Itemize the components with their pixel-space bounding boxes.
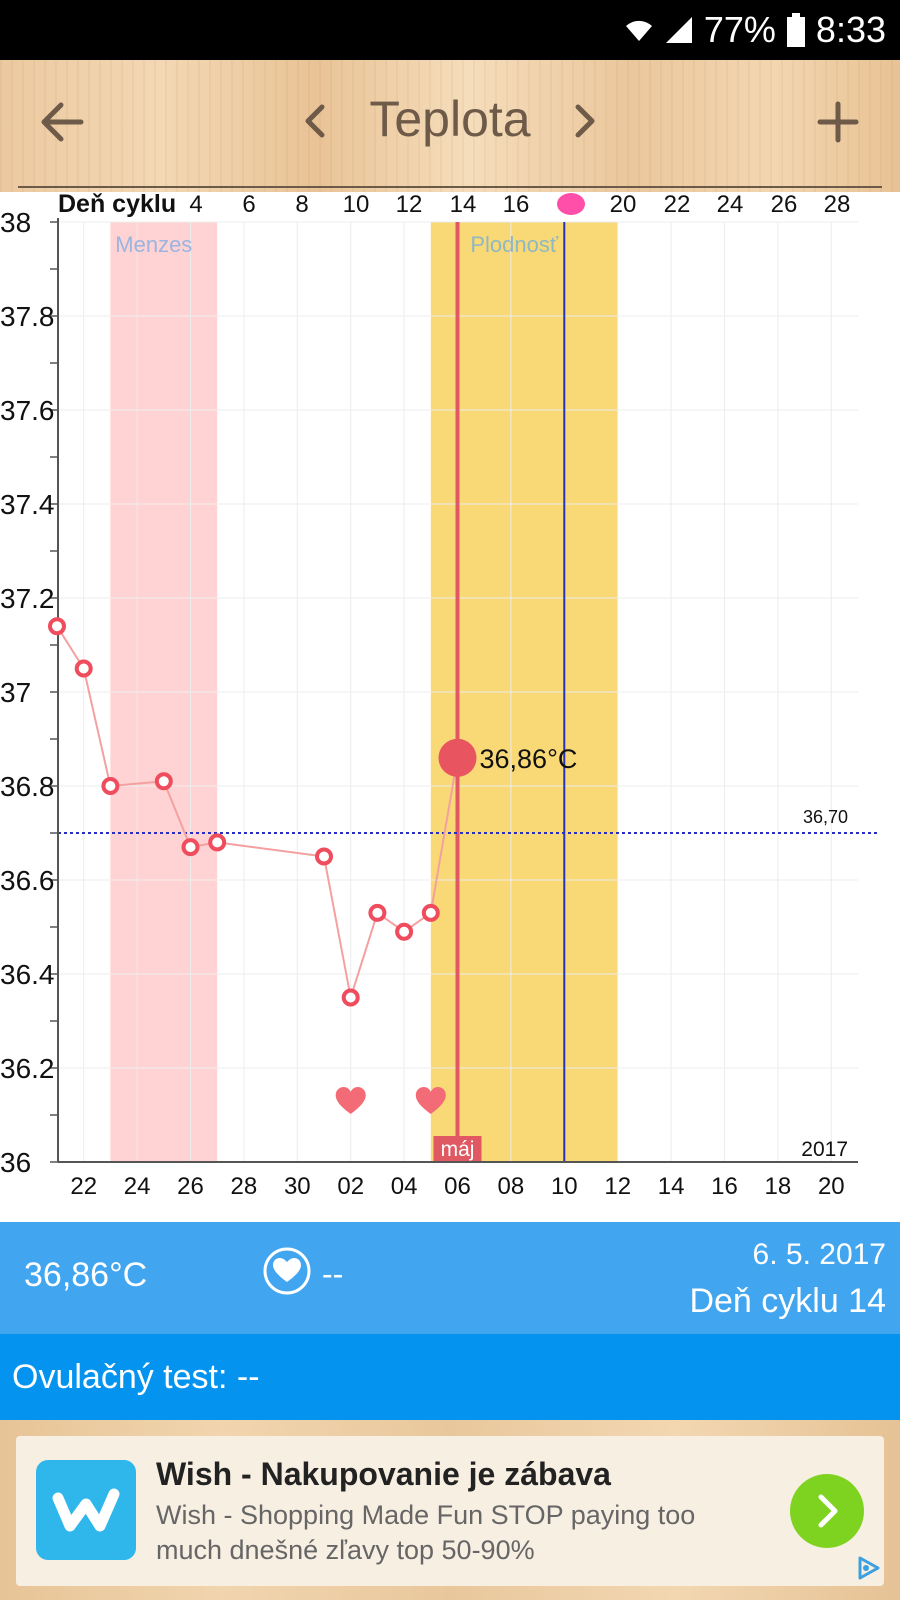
top-tick-label: 28 (824, 192, 851, 218)
ad-title[interactable]: Wish - Nakupovanie je zábava (156, 1456, 611, 1492)
battery-percent: 77% (703, 9, 776, 50)
ad-card[interactable]: Wish - Nakupovanie je zábava Wish - Shop… (16, 1436, 884, 1586)
top-tick-label: 4 (189, 192, 202, 218)
intercourse-value: -- (322, 1256, 344, 1292)
bottom-tick-label: 10 (551, 1173, 578, 1200)
arrow-left-icon (41, 102, 84, 142)
y-tick-label: 36.2 (0, 1053, 55, 1084)
bottom-tick-label: 18 (765, 1173, 792, 1200)
top-tick-label: 24 (717, 192, 744, 218)
y-tick-label: 37.4 (0, 489, 55, 520)
wish-logo-icon[interactable] (36, 1460, 136, 1560)
day-info-panel[interactable]: 36,86°C -- 6. 5. 2017 Deň cyklu 14 (0, 1222, 900, 1334)
selected-point (438, 738, 477, 777)
y-tick-label: 36 (0, 1147, 31, 1178)
bottom-tick-label: 08 (498, 1173, 525, 1200)
bottom-tick-label: 04 (391, 1173, 418, 1200)
bottom-tick-label: 22 (70, 1173, 97, 1200)
temperature-point (101, 777, 120, 795)
ad-description: Wish - Shopping Made Fun STOP paying too… (156, 1500, 696, 1565)
y-tick-label: 37.8 (0, 301, 55, 332)
temperature-chart[interactable]: máj 36,70 38 37.8 37.6 37.4 37.2 37 36.8 36.6 36… (0, 190, 900, 1222)
heart-circle-icon[interactable] (262, 1246, 312, 1296)
bottom-tick-label: 16 (711, 1173, 738, 1200)
y-tick-label: 37 (0, 677, 31, 708)
plus-icon (817, 101, 859, 143)
status-bar: 77% 8:33 (0, 0, 900, 60)
temperature-point (341, 988, 360, 1007)
signal-icon (665, 17, 692, 43)
month-badge (433, 1136, 482, 1162)
bottom-tick-label: 02 (337, 1173, 364, 1200)
temperature-chart-area[interactable]: máj 36,70 38 37.8 37.6 37.4 37.2 37 36.8 36.6 36… (0, 190, 900, 1222)
top-tick-label: 12 (396, 192, 423, 218)
top-tick-label: 14 (450, 192, 477, 218)
bottom-tick-label: 20 (818, 1173, 845, 1200)
add-button[interactable] (806, 90, 870, 154)
page-title: Teplota (369, 91, 531, 147)
cycle-day: Deň cyklu 14 (689, 1282, 886, 1320)
temperature-point (154, 772, 173, 791)
battery-icon (786, 13, 805, 47)
ovulation-test-label: Ovulačný test: -- (12, 1358, 260, 1396)
ad-choices-icon[interactable] (854, 1554, 882, 1582)
top-tick-label: 26 (771, 192, 798, 218)
year-label: 2017 (801, 1138, 848, 1161)
top-tick-label: 8 (295, 192, 308, 218)
wifi-icon (625, 20, 652, 41)
temperature-point (421, 903, 440, 922)
current-temperature: 36,86°C (24, 1256, 148, 1294)
bottom-tick-label: 12 (604, 1173, 631, 1200)
bottom-tick-label: 26 (177, 1173, 204, 1200)
top-tick-label: 16 (503, 192, 530, 218)
temperature-point (48, 617, 66, 636)
bottom-tick-label: 30 (284, 1173, 311, 1200)
bottom-tick-label: 24 (124, 1173, 151, 1200)
bottom-tick-label: 28 (231, 1173, 258, 1200)
top-tick-label: 20 (610, 192, 637, 218)
bottom-tick-label: 14 (658, 1173, 685, 1200)
chevron-right-icon (818, 1494, 838, 1528)
y-tick-label: 38 (0, 207, 31, 238)
top-tick-label: 22 (664, 192, 691, 218)
top-tick-label: 10 (343, 192, 370, 218)
previous-button[interactable] (290, 96, 340, 146)
y-tick-label: 37.2 (0, 583, 55, 614)
chevron-right-icon (575, 104, 595, 138)
intercourse-heart-icon (415, 1087, 446, 1114)
top-axis-title: Deň cyklu (58, 192, 176, 218)
ad-open-button[interactable] (790, 1474, 864, 1548)
top-tick-label: 6 (242, 192, 255, 218)
chevron-left-icon (305, 104, 325, 138)
clock-time: 8:33 (815, 9, 886, 50)
temperature-point (208, 833, 227, 852)
intercourse-heart-icon (335, 1087, 366, 1114)
temperature-point (74, 659, 93, 678)
month-label: máj (441, 1138, 475, 1161)
back-button[interactable] (30, 90, 94, 154)
y-tick-label: 36.8 (0, 771, 55, 802)
y-tick-label: 37.6 (0, 395, 55, 426)
temperature-point (395, 922, 414, 941)
ovulation-test-row[interactable]: Ovulačný test: -- (0, 1334, 900, 1420)
temperature-point (315, 847, 333, 866)
app-bar-divider (18, 186, 882, 188)
app-bar: Teplota (0, 60, 900, 192)
temperature-point (181, 838, 200, 857)
zone-label: Menzes (115, 232, 192, 257)
temperature-point (368, 903, 387, 922)
ovulation-marker (557, 193, 585, 215)
ad-banner-area: Wish - Nakupovanie je zábava Wish - Shop… (0, 1420, 900, 1600)
y-tick-label: 36.6 (0, 865, 55, 896)
bottom-tick-label: 06 (444, 1173, 471, 1200)
next-button[interactable] (560, 96, 610, 146)
selected-temp-label: 36,86°C (480, 744, 578, 774)
coverline-label: 36,70 (803, 807, 848, 827)
y-tick-label: 36.4 (0, 959, 55, 990)
zone-label: Plodnosť (470, 232, 559, 257)
selected-date: 6. 5. 2017 (752, 1238, 886, 1271)
